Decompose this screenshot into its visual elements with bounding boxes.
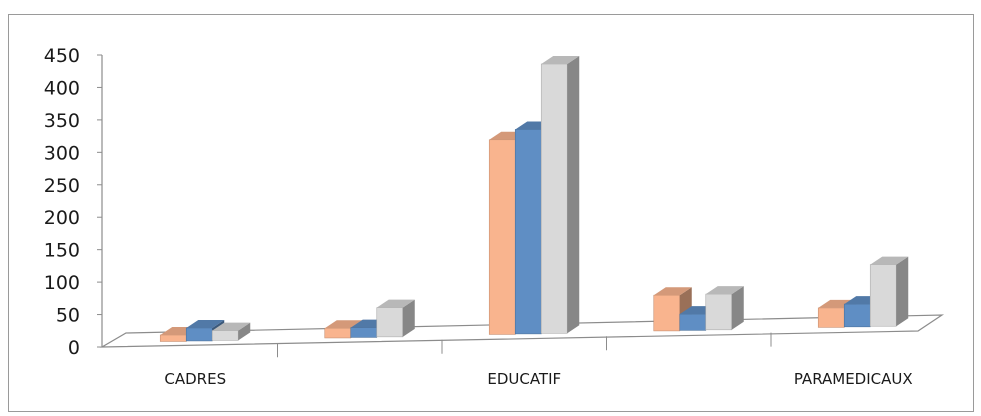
bar-front-face (679, 313, 707, 331)
bar (376, 299, 415, 338)
bar-front-face (488, 139, 516, 335)
bar-front-face (324, 327, 352, 339)
bar-top-face (186, 319, 225, 328)
x-category-label: PARAMEDICAUX (794, 370, 913, 388)
bar-side-face (402, 299, 415, 337)
bar-top-face (870, 256, 909, 265)
bar-front-face (705, 293, 733, 331)
bar-top-face (376, 299, 415, 308)
y-tick-label: 150 (44, 240, 80, 262)
bar-side-face (567, 56, 580, 334)
bar-top-face (212, 322, 251, 331)
y-tick-label: 300 (44, 142, 80, 164)
y-tick-label: 0 (68, 337, 80, 359)
bar-front-face (350, 327, 378, 338)
bar-front-face (185, 327, 213, 342)
bar-top-face (541, 56, 580, 65)
y-tick-label: 250 (44, 175, 80, 197)
y-tick-label: 50 (56, 305, 80, 327)
bar (211, 322, 251, 341)
x-category-label: CADRES (164, 370, 226, 388)
bar (540, 56, 580, 334)
y-tick-label: 100 (44, 272, 80, 294)
y-tick-label: 400 (44, 77, 80, 99)
bar-top-face (653, 287, 692, 296)
labels: 0 50 100 150 200 250 300 350 400 450 CADRES EDUCATI… (44, 45, 913, 388)
bar-side-face (896, 256, 909, 327)
bar-side-face (238, 322, 251, 341)
bars (159, 56, 909, 342)
bar-front-face (653, 294, 681, 332)
bar (705, 286, 744, 331)
bar-front-face (869, 264, 897, 327)
bar-front-face (211, 330, 239, 341)
bar-side-face (731, 286, 744, 330)
bar-front-face (514, 129, 542, 335)
bar-front-face (843, 303, 871, 328)
bar-front-face (540, 63, 568, 334)
y-tick-label: 450 (44, 45, 80, 67)
x-category-label: EDUCATIF (487, 370, 561, 388)
bar-front-face (376, 307, 404, 338)
bar-front-face (159, 334, 187, 342)
bar-top-face (705, 286, 744, 295)
y-axis (97, 54, 772, 358)
bar-front-face (817, 307, 845, 328)
y-tick-label: 350 (44, 110, 80, 132)
y-tick-label: 200 (44, 207, 80, 229)
bar (869, 256, 909, 327)
